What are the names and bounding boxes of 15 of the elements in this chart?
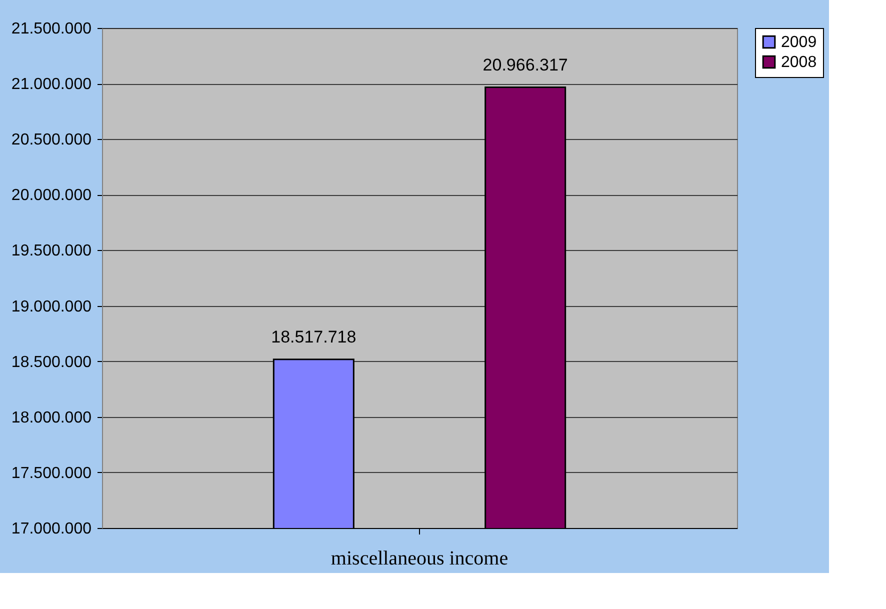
legend-label: 2009 — [781, 34, 817, 51]
y-tick-label: 18.500.000 — [11, 354, 92, 371]
data-label: 18.517.718 — [271, 327, 356, 346]
legend-label: 2008 — [781, 54, 817, 71]
y-tick-label: 20.500.000 — [11, 132, 92, 149]
data-label: 20.966.317 — [482, 55, 568, 74]
y-tick-label: 19.000.000 — [11, 298, 92, 316]
x-tick-label: miscellaneous income — [330, 548, 508, 570]
y-tick-label: 21.500.000 — [11, 20, 92, 38]
y-tick-label: 20.000.000 — [11, 187, 92, 204]
y-tick-label: 18.000.000 — [11, 409, 92, 426]
y-tick-label: 17.500.000 — [11, 464, 92, 482]
y-tick-label: 19.500.000 — [11, 242, 92, 260]
y-tick-label: 17.000.000 — [11, 520, 92, 538]
y-tick-label: 21.000.000 — [11, 76, 92, 94]
